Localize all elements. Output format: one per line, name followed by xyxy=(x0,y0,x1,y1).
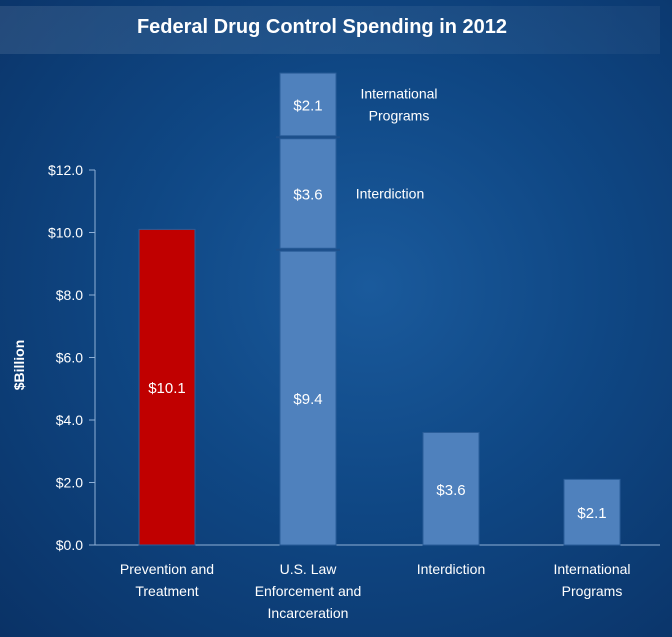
bar-segment xyxy=(279,72,337,137)
y-axis-label: $Billion xyxy=(11,340,27,391)
y-tick-label: $8.0 xyxy=(56,287,83,303)
x-category-label: Interdiction xyxy=(417,561,485,577)
bar-value-label: $9.4 xyxy=(293,391,322,408)
x-category-label: Treatment xyxy=(135,583,198,599)
y-tick-label: $2.0 xyxy=(56,475,83,491)
title-band xyxy=(0,6,660,54)
x-category-label: U.S. Law xyxy=(280,561,338,577)
bar-segment xyxy=(279,250,337,546)
bar-value-label: $2.1 xyxy=(577,505,606,522)
x-category-label: Incarceration xyxy=(268,605,349,621)
segment-annotation: Interdiction xyxy=(356,186,424,202)
bar-segment xyxy=(422,432,480,546)
x-category-label: Enforcement and xyxy=(255,583,362,599)
bar-value-label: $10.1 xyxy=(148,380,186,397)
bar-segment xyxy=(563,478,621,546)
y-tick-label: $4.0 xyxy=(56,412,83,428)
segment-annotation: International xyxy=(360,85,437,101)
bar-value-label: $3.6 xyxy=(436,482,465,499)
y-tick-label: $0.0 xyxy=(56,537,83,553)
x-category-label: International xyxy=(553,561,630,577)
x-category-label: Programs xyxy=(562,583,623,599)
chart-title: Federal Drug Control Spending in 2012 xyxy=(136,16,508,38)
y-tick-label: $10.0 xyxy=(48,225,83,241)
segment-annotation: Programs xyxy=(369,107,430,123)
bar-value-label: $3.6 xyxy=(293,187,322,204)
bar-segment xyxy=(138,228,196,546)
y-tick-label: $6.0 xyxy=(56,350,83,366)
bar-segment xyxy=(279,138,337,249)
x-category-label: Prevention and xyxy=(120,561,214,577)
bar-value-label: $2.1 xyxy=(293,97,322,114)
y-tick-label: $12.0 xyxy=(48,162,83,178)
